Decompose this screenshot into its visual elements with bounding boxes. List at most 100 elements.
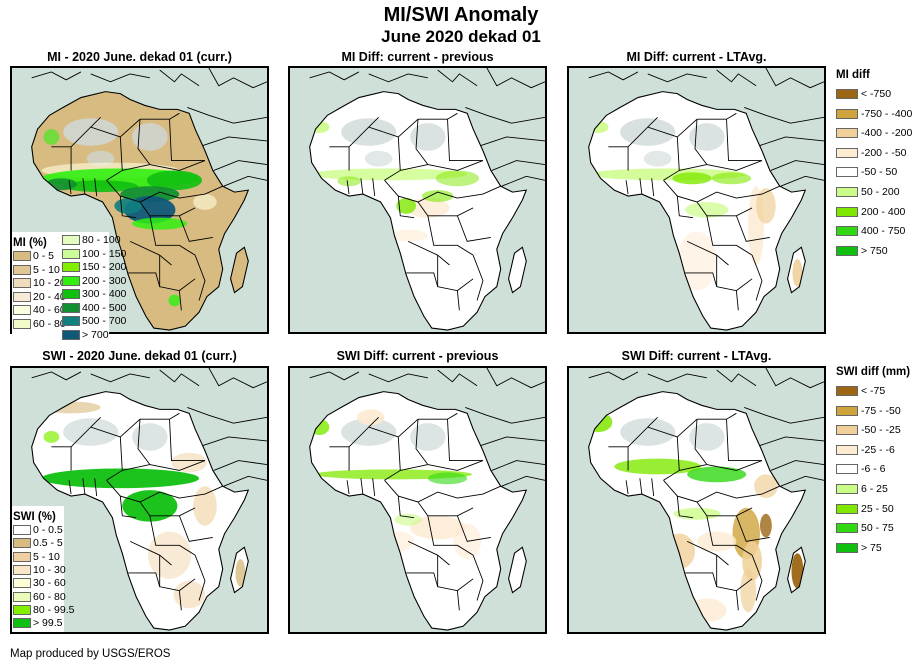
country-border — [696, 501, 753, 517]
coastline — [491, 160, 545, 171]
coastline — [744, 106, 824, 124]
country-border — [178, 290, 182, 311]
legend-item: -50 - 50 — [836, 166, 897, 178]
legend-swatch — [836, 444, 858, 455]
country-border — [685, 272, 718, 287]
data-region — [792, 259, 803, 287]
legend-item: -6 - 6 — [836, 463, 886, 475]
data-region — [132, 217, 188, 230]
africa-map[interactable] — [290, 368, 545, 632]
coastline — [208, 68, 267, 89]
legend-label: 80 - 99.5 — [33, 603, 75, 616]
country-border — [329, 426, 399, 448]
country-border — [139, 201, 196, 217]
country-border — [716, 255, 753, 292]
map-subtitle: June 2020 dekad 01 — [381, 27, 541, 46]
country-border — [427, 215, 474, 256]
country-border — [139, 501, 196, 517]
country-border — [406, 572, 439, 587]
africa-map[interactable] — [290, 68, 545, 332]
coastline — [368, 373, 428, 383]
legend-swatch — [13, 291, 31, 302]
country-border — [149, 160, 206, 171]
data-region — [689, 123, 725, 151]
coastline — [465, 406, 545, 424]
legend-title: MI (%) — [13, 237, 47, 249]
legend-item: 400 - 500 — [62, 302, 126, 314]
africa-coastline — [309, 91, 528, 331]
country-border — [346, 180, 350, 195]
map-panel-swi-current[interactable] — [10, 366, 269, 634]
coastline — [716, 69, 757, 87]
country-border — [706, 460, 763, 471]
panel-title-mi-current: MI - 2020 June. dekad 01 (curr.) — [47, 50, 232, 64]
legend-swatch — [13, 264, 31, 275]
country-border — [149, 460, 206, 471]
map-panel-swi-diff-ltavg[interactable] — [567, 366, 826, 634]
data-region — [394, 513, 422, 526]
legend-label: > 700 — [82, 328, 109, 341]
legend-label: 500 - 700 — [82, 315, 127, 327]
legend-item: 300 - 400 — [62, 288, 126, 300]
coastline — [501, 475, 545, 487]
map-panel-mi-diff-previous[interactable] — [288, 66, 547, 334]
africa-coastline — [31, 91, 250, 331]
country-border — [685, 572, 718, 587]
data-region — [673, 507, 721, 520]
legend-swatch — [836, 464, 858, 475]
data-region — [173, 580, 205, 609]
country-border — [663, 136, 680, 181]
data-region — [122, 490, 178, 522]
legend-item: 60 - 80 — [13, 318, 66, 330]
country-border — [178, 515, 213, 542]
data-region — [614, 458, 701, 475]
legend-swatch — [836, 108, 858, 119]
country-border — [437, 255, 474, 292]
country-border — [360, 178, 364, 195]
country-border — [169, 419, 205, 462]
data-region — [689, 423, 725, 451]
legend-swatch — [62, 235, 80, 245]
africa-land — [309, 391, 527, 631]
data-region — [309, 419, 330, 435]
legend-label: 30 - 60 — [33, 577, 66, 590]
map-panel-mi-current[interactable] — [10, 66, 269, 334]
country-border — [735, 290, 739, 311]
legend-item: > 75 — [836, 542, 882, 554]
country-border — [676, 196, 694, 219]
legend-item: -50 - -25 — [836, 424, 901, 436]
coastline — [755, 136, 824, 148]
country-border — [51, 426, 121, 448]
data-region — [410, 423, 446, 451]
data-region — [672, 172, 712, 185]
legend-label: 6 - 25 — [861, 483, 888, 495]
legend-label: 10 - 30 — [33, 563, 66, 576]
coastline — [486, 68, 545, 89]
legend-label: 300 - 400 — [82, 288, 127, 300]
legend-item: 5 - 10 — [13, 551, 60, 563]
country-border — [726, 119, 762, 162]
data-region — [168, 294, 181, 307]
country-border — [397, 496, 415, 519]
coastline — [770, 460, 824, 471]
map-panel-swi-diff-previous[interactable] — [288, 366, 547, 634]
legend-label: 200 - 400 — [861, 205, 906, 218]
data-region — [711, 172, 752, 185]
data-region — [388, 229, 428, 242]
data-region — [620, 418, 676, 446]
africa-map[interactable] — [12, 368, 267, 632]
data-region — [43, 129, 60, 145]
africa-map[interactable] — [569, 68, 824, 332]
country-border — [139, 412, 180, 420]
legend-swatch — [13, 305, 31, 315]
country-border — [663, 180, 780, 203]
panel-title-swi-diff-ltavg: SWI Diff: current - LTAvg. — [621, 349, 772, 363]
legend-item: 200 - 300 — [62, 275, 126, 287]
africa-map[interactable] — [569, 368, 824, 632]
map-panel-mi-diff-ltavg[interactable] — [567, 66, 826, 334]
country-border — [128, 272, 161, 287]
legend-item: 200 - 400 — [836, 206, 905, 218]
country-border — [679, 464, 707, 471]
country-border — [625, 480, 629, 495]
africa-map[interactable] — [12, 68, 267, 332]
